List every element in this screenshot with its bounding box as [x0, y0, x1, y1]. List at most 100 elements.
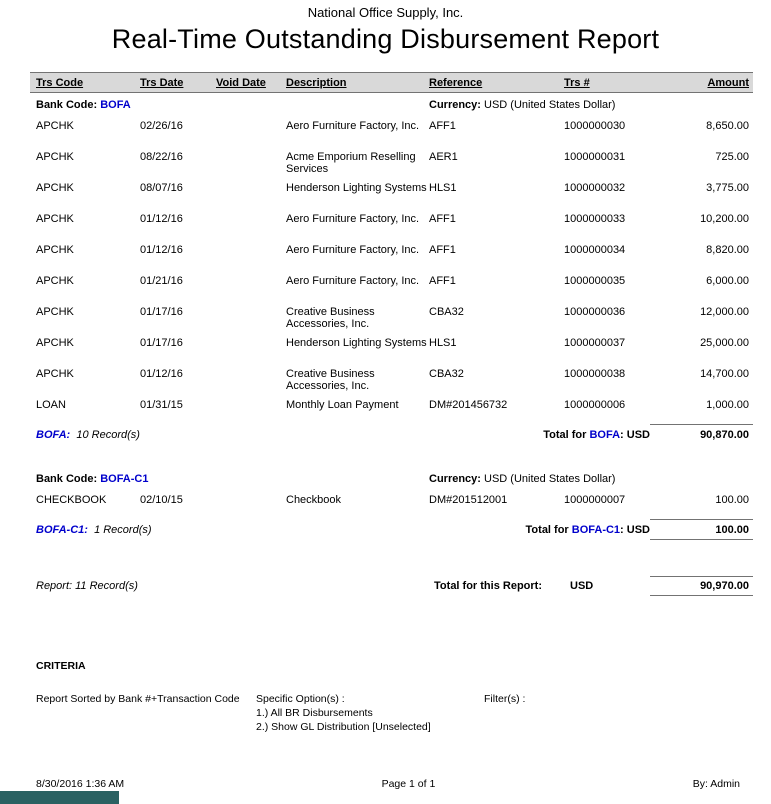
table-row: APCHK 01/12/16 Aero Furniture Factory, Inc…: [30, 238, 753, 269]
bank-code-label: Bank Code: BOFA: [36, 99, 131, 111]
cell-description: Henderson Lighting Systems: [286, 182, 427, 194]
column-header-trs: Trs #: [564, 77, 590, 89]
cell-trs-code: APCHK: [36, 306, 74, 318]
criteria-section: CRITERIA Report Sorted by Bank #+Transac…: [30, 660, 753, 734]
bank-group: Bank Code: BOFA Currency: USD (United Sta…: [30, 93, 753, 441]
cell-description: Henderson Lighting Systems: [286, 337, 427, 349]
group-total-amount: 100.00: [650, 519, 753, 540]
cell-trs-number: 1000000031: [564, 151, 626, 163]
bank-group: Bank Code: BOFA-C1 Currency: USD (United …: [30, 467, 753, 540]
cell-description: Aero Furniture Factory, Inc.: [286, 213, 420, 225]
group-record-count: BOFA-C1: 1 Record(s): [36, 524, 152, 536]
bottom-bar: [0, 791, 119, 804]
cell-trs-code: APCHK: [36, 337, 74, 349]
criteria-filters-label: Filter(s) :: [484, 693, 526, 705]
cell-trs-date: 02/26/16: [140, 120, 183, 132]
cell-amount: 14,700.00: [700, 368, 749, 380]
cell-void-date: [210, 362, 284, 368]
cell-trs-code: APCHK: [36, 151, 74, 163]
cell-reference: AFF1: [429, 213, 456, 225]
cell-trs-date: 01/12/16: [140, 213, 183, 225]
cell-trs-number: 1000000007: [564, 494, 626, 506]
cell-trs-number: 1000000036: [564, 306, 626, 318]
report-total-currency: USD: [570, 580, 594, 592]
table-row: APCHK 02/26/16 Aero Furniture Factory, Inc…: [30, 114, 753, 145]
group-subtotal-row: BOFA-C1: 1 Record(s) Total for BOFA-C1: U…: [30, 519, 753, 540]
cell-amount: 100.00: [715, 494, 749, 506]
criteria-option: 1.) All BR Disbursements: [256, 707, 373, 719]
cell-trs-code: APCHK: [36, 120, 74, 132]
criteria-option: 2.) Show GL Distribution [Unselected]: [256, 721, 431, 733]
cell-amount: 6,000.00: [706, 275, 749, 287]
cell-amount: 12,000.00: [700, 306, 749, 318]
report-total-row: Report: 11 Record(s) Total for this Repo…: [30, 576, 753, 596]
cell-trs-code: APCHK: [36, 275, 74, 287]
cell-void-date: [210, 238, 284, 244]
cell-trs-number: 1000000034: [564, 244, 626, 256]
page-title: Real-Time Outstanding Disbursement Repor…: [111, 24, 660, 54]
cell-description: Monthly Loan Payment: [286, 399, 399, 411]
table-row: APCHK 01/21/16 Aero Furniture Factory, Inc…: [30, 269, 753, 300]
cell-amount: 1,000.00: [706, 399, 749, 411]
group-total-label: Total for BOFA-C1: USD: [525, 524, 650, 536]
page-footer: 8/30/2016 1:36 AM Page 1 of 1 By: Admin: [36, 778, 740, 790]
cell-reference: AFF1: [429, 120, 456, 132]
cell-trs-code: APCHK: [36, 182, 74, 194]
column-header-reference: Reference: [429, 77, 483, 89]
currency-label: Currency: USD (United States Dollar): [429, 99, 616, 111]
cell-amount: 8,820.00: [706, 244, 749, 256]
cell-void-date: [210, 488, 284, 494]
table-row: APCHK 01/17/16 Creative Business Accessori…: [30, 300, 753, 331]
group-record-count: BOFA: 10 Record(s): [36, 429, 140, 441]
currency-label: Currency: USD (United States Dollar): [429, 473, 616, 485]
cell-description: Checkbook: [286, 494, 342, 506]
cell-void-date: [210, 176, 284, 182]
cell-reference: HLS1: [429, 182, 457, 194]
cell-reference: AFF1: [429, 275, 456, 287]
cell-trs-code: APCHK: [36, 244, 74, 256]
cell-trs-date: 01/17/16: [140, 306, 183, 318]
cell-amount: 25,000.00: [700, 337, 749, 349]
group-subtotal-row: BOFA: 10 Record(s) Total for BOFA: USD 90,…: [30, 424, 753, 441]
cell-amount: 10,200.00: [700, 213, 749, 225]
cell-description: Creative Business Accessories, Inc.: [286, 368, 375, 392]
group-total-label: Total for BOFA: USD: [543, 429, 650, 441]
report-total-amount: 90,970.00: [650, 576, 753, 596]
cell-void-date: [210, 393, 284, 399]
table-row: LOAN 01/31/15 Monthly Loan Payment DM#20145…: [30, 393, 753, 424]
column-header-void-date: Void Date: [216, 77, 266, 89]
table-row: APCHK 08/22/16 Acme Emporium Reselling Ser…: [30, 145, 753, 176]
cell-reference: AER1: [429, 151, 458, 163]
cell-trs-number: 1000000032: [564, 182, 626, 194]
cell-amount: 3,775.00: [706, 182, 749, 194]
cell-trs-code: LOAN: [36, 399, 66, 411]
bank-groups: Bank Code: BOFA Currency: USD (United Sta…: [30, 93, 753, 540]
cell-trs-date: 01/17/16: [140, 337, 183, 349]
cell-trs-code: APCHK: [36, 368, 74, 380]
cell-amount: 725.00: [715, 151, 749, 163]
cell-trs-number: 1000000035: [564, 275, 626, 287]
cell-description: Aero Furniture Factory, Inc.: [286, 120, 420, 132]
cell-trs-number: 1000000038: [564, 368, 626, 380]
cell-description: Acme Emporium Reselling Services: [286, 151, 416, 175]
bank-group-header: Bank Code: BOFA Currency: USD (United Sta…: [30, 93, 753, 114]
cell-void-date: [210, 331, 284, 337]
cell-trs-date: 01/31/15: [140, 399, 183, 411]
cell-reference: HLS1: [429, 337, 457, 349]
cell-description: Aero Furniture Factory, Inc.: [286, 244, 420, 256]
cell-reference: AFF1: [429, 244, 456, 256]
cell-trs-number: 1000000037: [564, 337, 626, 349]
cell-trs-date: 01/12/16: [140, 368, 183, 380]
cell-trs-date: 02/10/15: [140, 494, 183, 506]
table-row: APCHK 01/12/16 Creative Business Accessori…: [30, 362, 753, 393]
column-header-trs-date: Trs Date: [140, 77, 184, 89]
cell-trs-code: CHECKBOOK: [36, 494, 107, 506]
column-header-amount: Amount: [707, 77, 749, 89]
cell-description: Aero Furniture Factory, Inc.: [286, 275, 420, 287]
criteria-heading: CRITERIA: [36, 660, 86, 672]
table-header-row: Trs Code Trs Date Void Date Description Refe…: [30, 72, 753, 93]
bank-code-label: Bank Code: BOFA-C1: [36, 473, 149, 485]
cell-void-date: [210, 269, 284, 275]
report-record-count: Report: 11 Record(s): [36, 580, 138, 592]
